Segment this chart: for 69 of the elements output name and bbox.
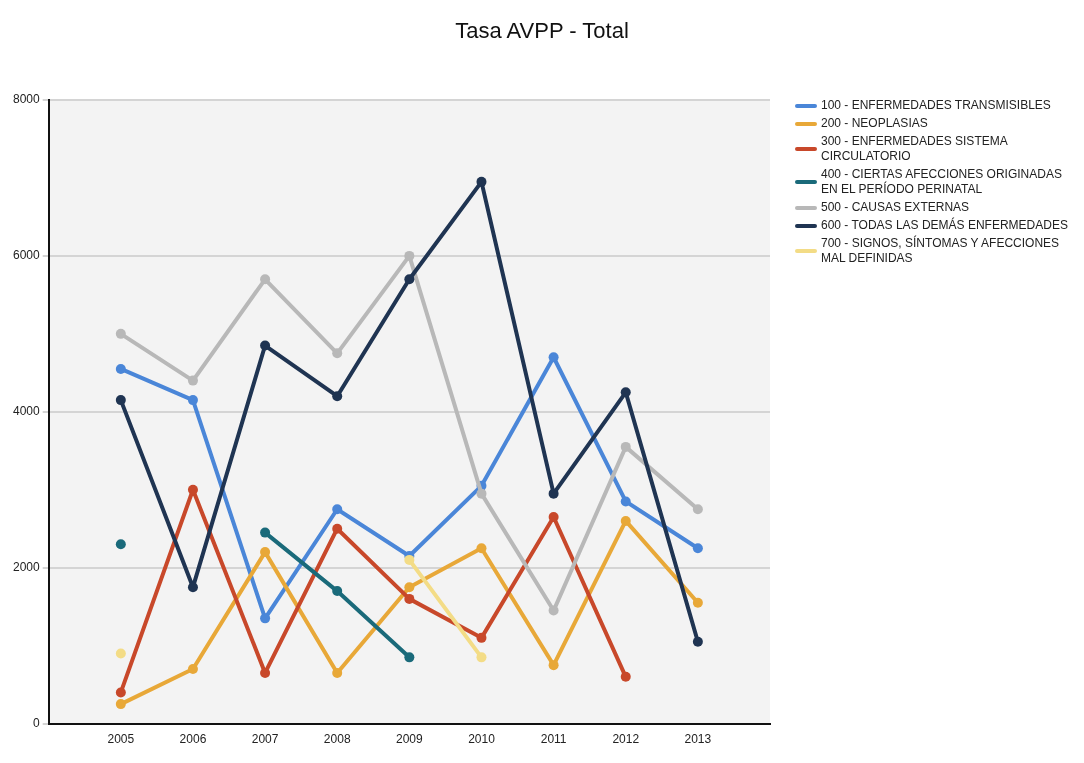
point [115, 687, 126, 698]
point [115, 648, 126, 659]
point [476, 652, 487, 663]
point [187, 375, 198, 386]
point [115, 328, 126, 339]
point [332, 523, 343, 534]
point [620, 387, 631, 398]
point [260, 340, 271, 351]
point [692, 597, 703, 608]
legend-label: 100 - ENFERMEDADES TRANSMISIBLES [821, 98, 1051, 113]
point [548, 605, 559, 616]
point [620, 671, 631, 682]
x-tick-label: 2008 [323, 732, 351, 747]
point [115, 539, 126, 550]
point [476, 632, 487, 643]
point [115, 395, 126, 406]
point [115, 699, 126, 710]
legend-label: 400 - CIERTAS AFECCIONES ORIGINADAS EN EL PERÍODO PERINATAL [821, 167, 1063, 197]
point [620, 515, 631, 526]
legend-label: 700 - SIGNOS, SÍNTOMAS Y AFECCIONES MAL DEFINIDAS [821, 236, 1061, 266]
point [548, 488, 559, 499]
point [692, 543, 703, 554]
y-tick-label: 6000 [12, 248, 41, 263]
point [332, 586, 343, 597]
chart-title: Tasa AVPP - Total [454, 18, 630, 44]
point [404, 652, 415, 663]
x-tick-label: 2007 [251, 732, 279, 747]
point [332, 391, 343, 402]
point [260, 547, 271, 558]
x-tick-label: 2011 [540, 732, 567, 747]
y-tick-label: 4000 [12, 404, 41, 419]
point [332, 504, 343, 515]
point [187, 664, 198, 675]
legend-label: 300 - ENFERMEDADES SISTEMA CIRCULATORIO [821, 134, 1009, 164]
y-tick-label: 0 [33, 715, 41, 730]
x-tick-label: 2006 [179, 732, 207, 747]
x-tick-label: 2009 [396, 732, 424, 747]
point [187, 484, 198, 495]
point [620, 441, 631, 452]
point [548, 660, 559, 671]
x-tick-label: 2013 [684, 732, 712, 747]
point [404, 274, 415, 285]
legend-label: 500 - CAUSAS EXTERNAS [821, 200, 970, 215]
y-tick-label: 8000 [12, 92, 41, 107]
point [187, 582, 198, 593]
x-tick-label: 2010 [468, 732, 496, 747]
point [404, 582, 415, 593]
point [404, 250, 415, 261]
x-tick-label: 2005 [107, 732, 135, 747]
point [260, 274, 271, 285]
point [692, 504, 703, 515]
point [476, 543, 487, 554]
point [115, 363, 126, 374]
point [476, 176, 487, 187]
point [332, 348, 343, 359]
point [332, 667, 343, 678]
legend-label: 600 - TODAS LAS DEMÁS ENFERMEDADES [821, 218, 1068, 233]
point [260, 613, 271, 624]
legend-label: 200 - NEOPLASIAS [821, 116, 928, 131]
point [692, 636, 703, 647]
point [548, 512, 559, 523]
point [187, 395, 198, 406]
y-tick-label: 2000 [12, 560, 41, 575]
point [260, 527, 271, 538]
x-tick-label: 2012 [612, 732, 640, 747]
point [476, 488, 487, 499]
point [620, 496, 631, 507]
point [404, 593, 415, 604]
point [548, 352, 559, 363]
